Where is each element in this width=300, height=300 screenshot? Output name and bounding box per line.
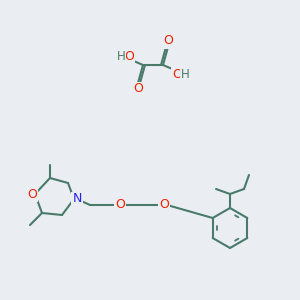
Text: H: H [117,50,125,62]
Text: O: O [159,199,169,212]
Text: N: N [72,193,82,206]
Text: O: O [124,50,134,62]
Text: O: O [163,34,173,47]
Text: O: O [115,199,125,212]
Text: O: O [133,82,143,95]
Text: H: H [181,68,189,80]
Text: O: O [27,188,37,200]
Text: O: O [172,68,182,80]
